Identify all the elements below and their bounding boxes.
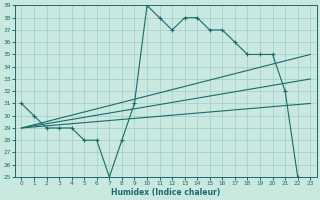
X-axis label: Humidex (Indice chaleur): Humidex (Indice chaleur) — [111, 188, 220, 197]
